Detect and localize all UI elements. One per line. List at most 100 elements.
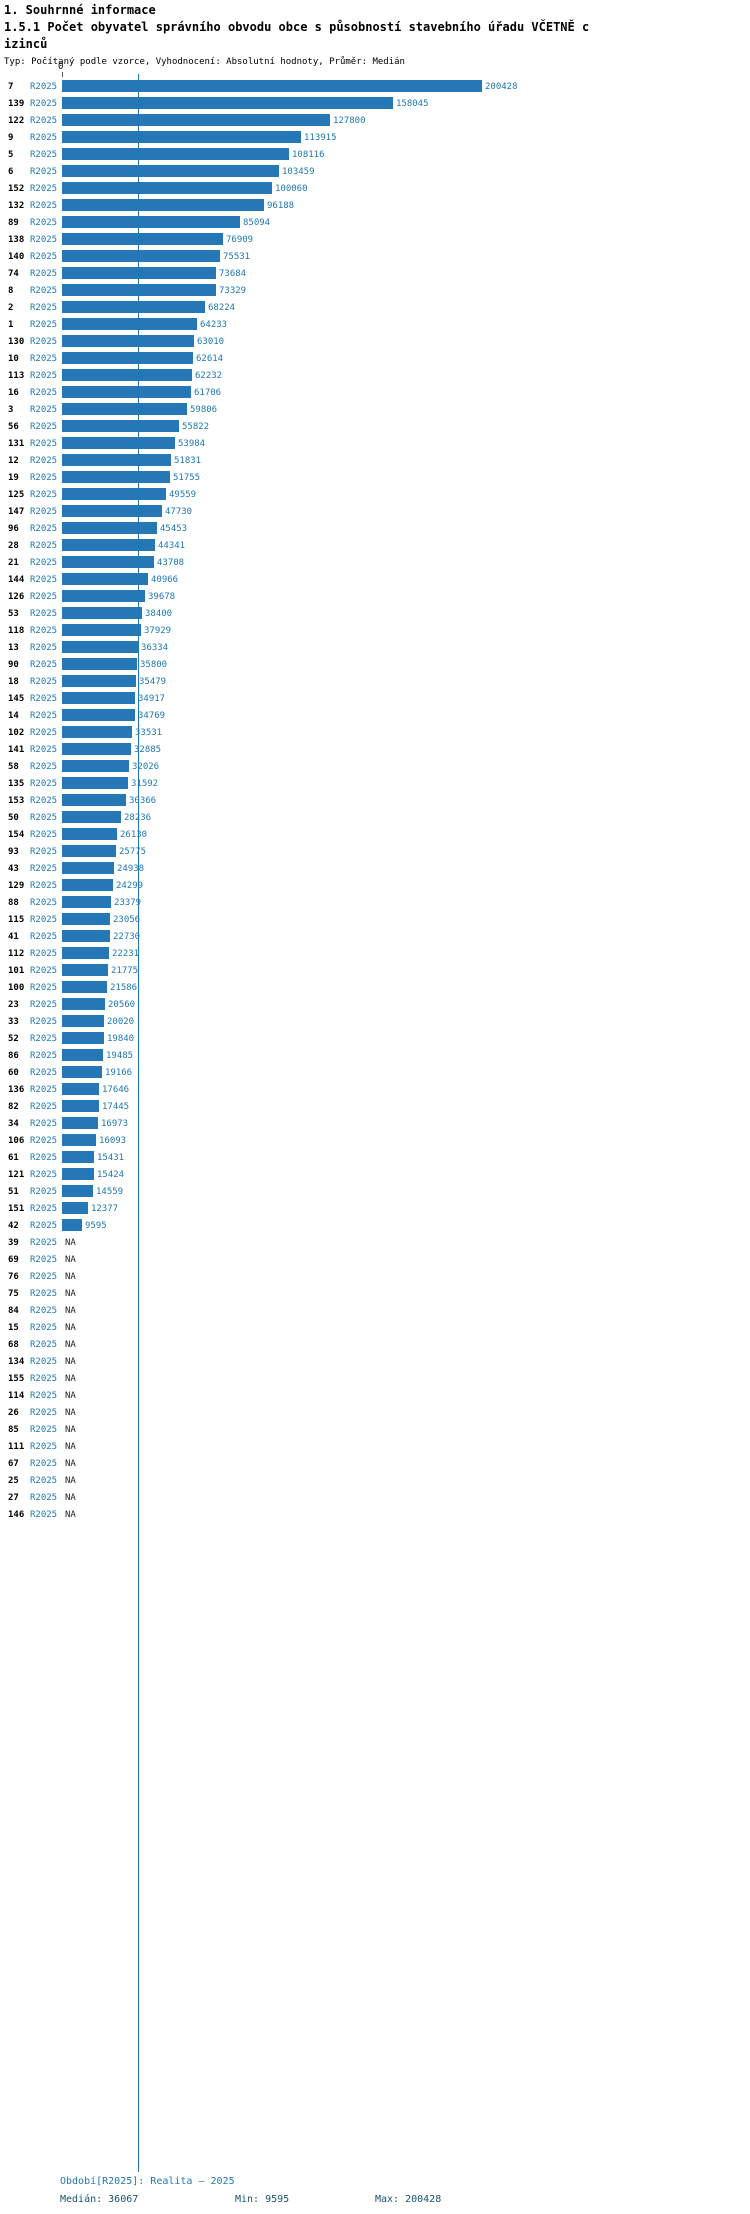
bar bbox=[62, 233, 223, 245]
row-series-label: R2025 bbox=[30, 98, 58, 109]
row-id-label: 100 bbox=[8, 982, 25, 993]
chart-row: 89 R2025 85094 bbox=[0, 214, 750, 231]
bar bbox=[62, 845, 116, 857]
chart-row: 27 R2025 NA bbox=[0, 1489, 750, 1506]
chart-row: 53 R2025 38400 bbox=[0, 605, 750, 622]
row-id-label: 85 bbox=[8, 1424, 19, 1435]
bar-value-label: 21586 bbox=[110, 983, 138, 993]
chart-row: 135 R2025 31592 bbox=[0, 775, 750, 792]
bar-value-label: 33531 bbox=[135, 728, 163, 738]
chart-row: 56 R2025 55822 bbox=[0, 418, 750, 435]
chart-row: 76 R2025 NA bbox=[0, 1268, 750, 1285]
row-bar-zone: 15431 bbox=[62, 1149, 750, 1166]
chart-row: 68 R2025 NA bbox=[0, 1336, 750, 1353]
row-id-label: 136 bbox=[8, 1084, 25, 1095]
row-series-label: R2025 bbox=[30, 1186, 58, 1197]
chart-row: 153 R2025 30366 bbox=[0, 792, 750, 809]
row-series-label: R2025 bbox=[30, 982, 58, 993]
row-id-label: 5 bbox=[8, 149, 14, 160]
row-series-label: R2025 bbox=[30, 965, 58, 976]
chart-row: 147 R2025 47730 bbox=[0, 503, 750, 520]
chart-row: 132 R2025 96188 bbox=[0, 197, 750, 214]
bar-value-label: 19840 bbox=[107, 1034, 135, 1044]
bar bbox=[62, 624, 141, 636]
row-bar-zone: 73329 bbox=[62, 282, 750, 299]
row-id-label: 6 bbox=[8, 166, 14, 177]
row-id-label: 118 bbox=[8, 625, 25, 636]
row-id-label: 21 bbox=[8, 557, 19, 568]
bar-value-label: 47730 bbox=[165, 507, 193, 517]
chart-row: 1 R2025 64233 bbox=[0, 316, 750, 333]
bar-na-label: NA bbox=[65, 1408, 76, 1418]
row-series-label: R2025 bbox=[30, 1220, 58, 1231]
bar bbox=[62, 250, 220, 262]
bar bbox=[62, 794, 126, 806]
row-id-label: 19 bbox=[8, 472, 19, 483]
row-bar-zone: 76909 bbox=[62, 231, 750, 248]
bar-value-label: 76909 bbox=[226, 235, 254, 245]
row-series-label: R2025 bbox=[30, 1033, 58, 1044]
bar-value-label: 30366 bbox=[129, 796, 157, 806]
bar bbox=[62, 1015, 104, 1027]
chart-row: 26 R2025 NA bbox=[0, 1404, 750, 1421]
row-series-label: R2025 bbox=[30, 1492, 58, 1503]
chart-row: 101 R2025 21775 bbox=[0, 962, 750, 979]
row-id-label: 134 bbox=[8, 1356, 25, 1367]
chart-row: 50 R2025 28236 bbox=[0, 809, 750, 826]
row-id-label: 1 bbox=[8, 319, 14, 330]
row-bar-zone: 45453 bbox=[62, 520, 750, 537]
row-series-label: R2025 bbox=[30, 132, 58, 143]
bar-na-label: NA bbox=[65, 1493, 76, 1503]
bar bbox=[62, 1049, 103, 1061]
row-series-label: R2025 bbox=[30, 404, 58, 415]
row-bar-zone: 17646 bbox=[62, 1081, 750, 1098]
bar bbox=[62, 658, 137, 670]
chart-row: 42 R2025 9595 bbox=[0, 1217, 750, 1234]
chart-row: 129 R2025 24299 bbox=[0, 877, 750, 894]
chart-row: 5 R2025 108116 bbox=[0, 146, 750, 163]
bar-value-label: 31592 bbox=[131, 779, 159, 789]
row-bar-zone: 37929 bbox=[62, 622, 750, 639]
row-id-label: 135 bbox=[8, 778, 25, 789]
chart-row: 12 R2025 51831 bbox=[0, 452, 750, 469]
row-id-label: 140 bbox=[8, 251, 25, 262]
row-bar-zone: 96188 bbox=[62, 197, 750, 214]
bar bbox=[62, 267, 216, 279]
bar-value-label: 28236 bbox=[124, 813, 151, 823]
row-bar-zone: 23379 bbox=[62, 894, 750, 911]
row-series-label: R2025 bbox=[30, 1373, 58, 1384]
bar-value-label: 16973 bbox=[101, 1119, 129, 1129]
bar bbox=[62, 675, 136, 687]
chart-row: 3 R2025 59806 bbox=[0, 401, 750, 418]
bar-value-label: 43708 bbox=[157, 558, 185, 568]
row-bar-zone: NA bbox=[62, 1353, 750, 1370]
row-id-label: 2 bbox=[8, 302, 14, 313]
chart-row: 100 R2025 21586 bbox=[0, 979, 750, 996]
row-bar-zone: 62614 bbox=[62, 350, 750, 367]
row-bar-zone: 39678 bbox=[62, 588, 750, 605]
chart-row: 118 R2025 37929 bbox=[0, 622, 750, 639]
row-bar-zone: NA bbox=[62, 1302, 750, 1319]
row-bar-zone: NA bbox=[62, 1319, 750, 1336]
row-bar-zone: NA bbox=[62, 1438, 750, 1455]
chart-row: 58 R2025 32026 bbox=[0, 758, 750, 775]
row-bar-zone: 22231 bbox=[62, 945, 750, 962]
row-bar-zone: 30366 bbox=[62, 792, 750, 809]
chart-row: 34 R2025 16973 bbox=[0, 1115, 750, 1132]
bar bbox=[62, 301, 205, 313]
chart-row: 10 R2025 62614 bbox=[0, 350, 750, 367]
row-id-label: 18 bbox=[8, 676, 19, 687]
chart-row: 96 R2025 45453 bbox=[0, 520, 750, 537]
row-bar-zone: 75531 bbox=[62, 248, 750, 265]
row-bar-zone: 61706 bbox=[62, 384, 750, 401]
bar-na-label: NA bbox=[65, 1442, 76, 1452]
bar bbox=[62, 284, 216, 296]
row-bar-zone: 19485 bbox=[62, 1047, 750, 1064]
bar-value-label: 24938 bbox=[117, 864, 145, 874]
row-id-label: 33 bbox=[8, 1016, 19, 1027]
row-id-label: 113 bbox=[8, 370, 25, 381]
bar-na-label: NA bbox=[65, 1340, 76, 1350]
row-bar-zone: 32885 bbox=[62, 741, 750, 758]
bar bbox=[62, 148, 289, 160]
bar bbox=[62, 573, 148, 585]
